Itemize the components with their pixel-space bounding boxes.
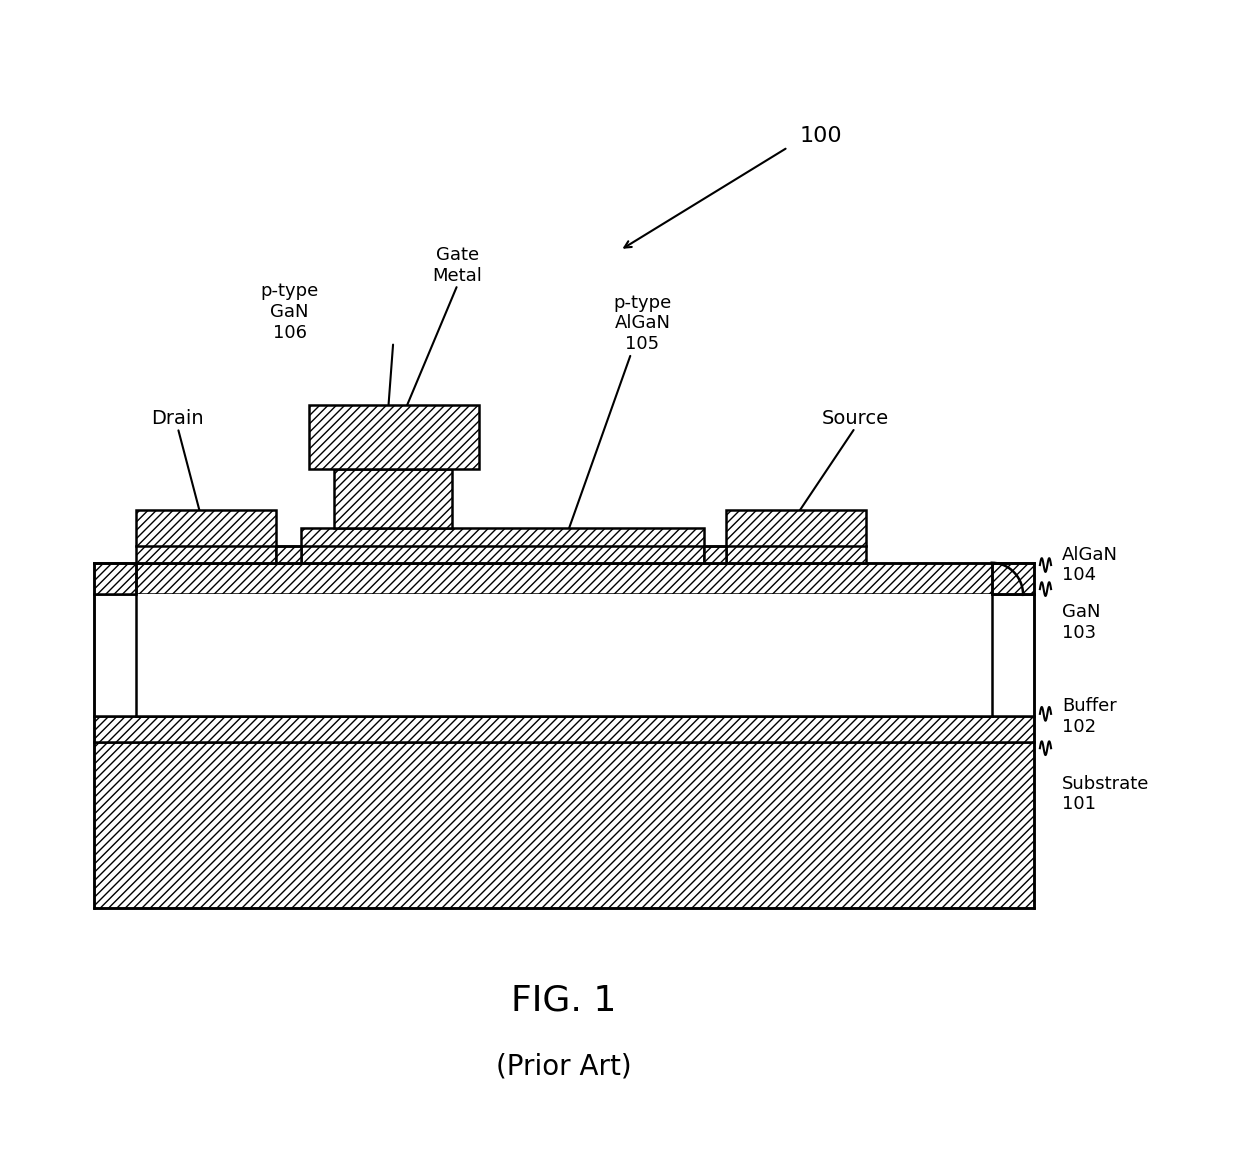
Bar (277, 545, 301, 563)
Text: GaN
103: GaN 103 (1063, 603, 1101, 642)
Text: FIG. 1: FIG. 1 (511, 984, 616, 1017)
Bar (301, 528, 704, 563)
Bar (335, 469, 453, 528)
Bar (94, 716, 1034, 743)
Bar (136, 510, 277, 563)
Bar (727, 510, 867, 563)
Text: Buffer
102: Buffer 102 (1063, 696, 1117, 736)
Text: Gate
Metal: Gate Metal (433, 246, 482, 285)
Text: p-type
AlGaN
105: p-type AlGaN 105 (614, 294, 672, 353)
Text: AlGaN
104: AlGaN 104 (1063, 545, 1118, 585)
Text: Drain: Drain (151, 408, 205, 428)
Bar (94, 594, 1034, 716)
Bar (309, 405, 479, 469)
Text: Source: Source (822, 408, 889, 428)
Bar (704, 545, 727, 563)
Text: (Prior Art): (Prior Art) (496, 1053, 632, 1080)
Bar (136, 594, 992, 716)
Bar (94, 743, 1034, 909)
Text: Substrate
101: Substrate 101 (1063, 775, 1149, 813)
Text: 100: 100 (799, 126, 842, 145)
Text: p-type
GaN
106: p-type GaN 106 (260, 282, 319, 341)
Bar (94, 563, 1034, 594)
